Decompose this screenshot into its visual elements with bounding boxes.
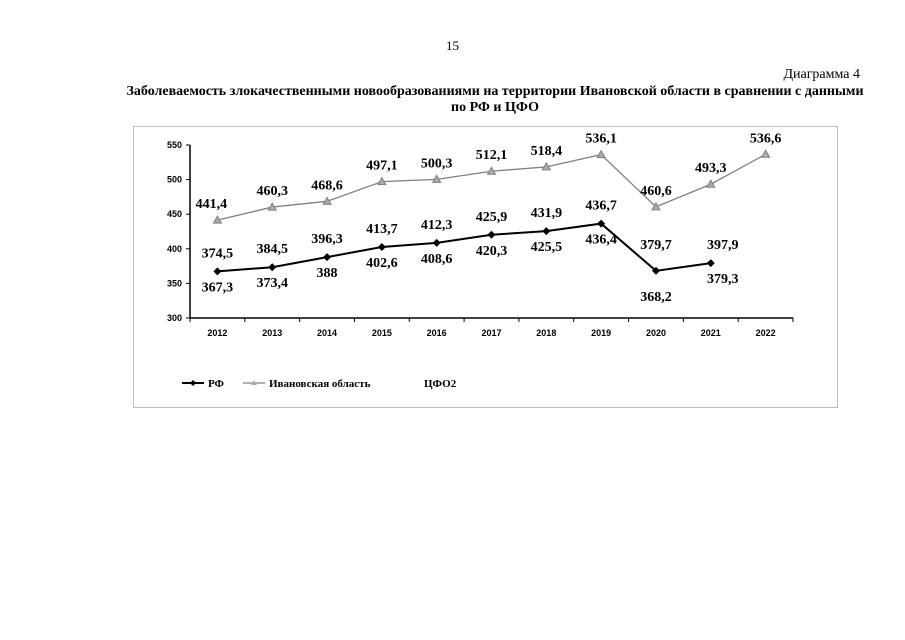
- data-point-rf: [542, 227, 551, 236]
- data-label-cfo: 413,7: [366, 222, 398, 237]
- data-label-rf: 379,3: [707, 272, 739, 287]
- legend-rf-marker: [190, 380, 196, 386]
- x-tick-label: 2012: [207, 328, 227, 338]
- data-label-cfo: 425,9: [476, 210, 508, 225]
- page-number: 15: [446, 38, 459, 53]
- data-label-rf: 408,6: [421, 252, 453, 267]
- data-label-ivanovo: 468,6: [311, 178, 343, 193]
- data-label-cfo: 384,5: [256, 242, 288, 257]
- data-label-rf: 373,4: [256, 276, 288, 291]
- data-label-ivanovo: 460,3: [256, 184, 288, 199]
- data-point-ivanovo: [705, 179, 716, 188]
- data-point-rf: [706, 259, 715, 268]
- data-label-cfo: 397,9: [707, 238, 739, 253]
- data-label-cfo: 396,3: [311, 232, 343, 247]
- data-point-ivanovo: [596, 149, 606, 159]
- data-label-ivanovo: 497,1: [366, 159, 398, 174]
- y-tick-label: 450: [167, 209, 182, 219]
- data-label-cfo: 374,5: [202, 246, 234, 261]
- data-label-rf: 402,6: [366, 256, 398, 271]
- data-point-ivanovo: [760, 149, 771, 158]
- data-label-ivanovo: 460,6: [640, 184, 672, 199]
- x-tick-label: 2018: [536, 328, 556, 338]
- x-tick-label: 2022: [756, 328, 776, 338]
- data-label-ivanovo: 493,3: [695, 161, 727, 176]
- x-tick-label: 2020: [646, 328, 666, 338]
- chart-title: Заболеваемость злокачественными новообра…: [126, 84, 864, 115]
- data-point-ivanovo: [267, 202, 278, 211]
- data-point-rf: [268, 263, 277, 272]
- data-point-rf: [651, 266, 660, 275]
- data-point-rf: [597, 219, 606, 228]
- data-point-ivanovo: [541, 161, 552, 171]
- legend-rf-label: РФ: [208, 378, 225, 390]
- x-tick-label: 2016: [427, 328, 447, 338]
- x-tick-label: 2013: [262, 328, 282, 338]
- data-point-ivanovo: [431, 174, 442, 183]
- data-point-ivanovo: [322, 196, 332, 205]
- data-point-rf: [432, 238, 441, 247]
- x-tick-label: 2017: [481, 328, 501, 338]
- data-point-ivanovo: [377, 176, 387, 186]
- x-tick-label: 2019: [591, 328, 611, 338]
- data-label-cfo: 412,3: [421, 218, 453, 233]
- data-label-cfo: 431,9: [531, 206, 563, 221]
- y-tick-label: 400: [167, 244, 182, 254]
- data-point-rf: [487, 230, 496, 239]
- data-label-rf: 368,2: [640, 290, 672, 305]
- data-point-ivanovo: [486, 166, 497, 175]
- data-point-rf: [213, 267, 222, 276]
- data-label-rf: 388: [317, 266, 338, 281]
- data-label-ivanovo: 536,1: [585, 132, 617, 147]
- diagram-label: Диаграмма 4: [783, 67, 860, 82]
- data-label-rf: 420,3: [476, 244, 508, 259]
- x-tick-label: 2014: [317, 328, 337, 338]
- y-tick-label: 500: [167, 175, 182, 185]
- chart-frame: [133, 126, 838, 408]
- data-label-ivanovo: 512,1: [476, 148, 508, 163]
- data-label-ivanovo: 536,6: [750, 131, 782, 146]
- x-tick-label: 2021: [701, 328, 721, 338]
- legend-ivanovo-marker: [251, 380, 257, 385]
- x-tick-label: 2015: [372, 328, 392, 338]
- data-label-rf: 436,4: [585, 233, 617, 248]
- legend-cfo-label: ЦФО2: [424, 378, 457, 390]
- legend-ivanovo-label: Ивановская область: [269, 378, 371, 390]
- y-tick-label: 350: [167, 278, 182, 288]
- data-point-ivanovo: [212, 215, 223, 224]
- data-point-rf: [377, 243, 386, 252]
- data-label-ivanovo: 500,3: [421, 156, 453, 171]
- data-label-ivanovo: 441,4: [196, 197, 228, 212]
- data-point-rf: [323, 253, 332, 262]
- data-point-ivanovo: [651, 201, 661, 211]
- data-label-cfo: 436,7: [585, 199, 617, 214]
- data-label-ivanovo: 518,4: [531, 144, 563, 159]
- data-label-cfo: 379,7: [640, 238, 672, 253]
- y-tick-label: 550: [167, 140, 182, 150]
- data-label-rf: 425,5: [531, 240, 563, 255]
- y-tick-label: 300: [167, 313, 182, 323]
- data-label-rf: 367,3: [202, 280, 234, 295]
- series-line-rf: [217, 222, 711, 273]
